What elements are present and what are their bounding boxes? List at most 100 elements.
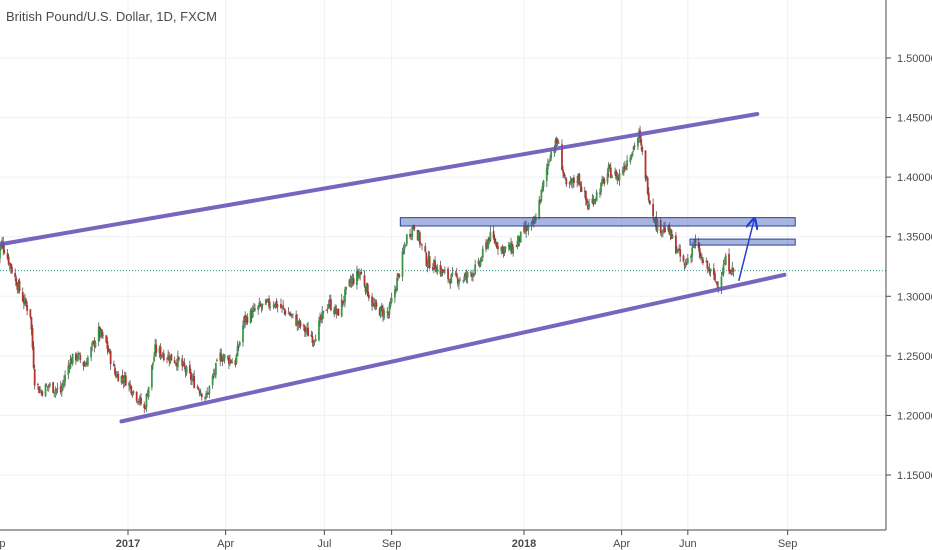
candle-body-up <box>62 383 64 387</box>
candle <box>550 150 553 161</box>
candle <box>669 228 672 241</box>
candle <box>401 247 404 281</box>
candle <box>67 360 70 380</box>
candle <box>185 364 188 376</box>
upper-channel-trendline[interactable] <box>0 111 760 247</box>
candle <box>63 375 65 389</box>
candle <box>518 236 521 247</box>
candle-body-down <box>714 273 716 281</box>
candle <box>587 200 589 211</box>
candle <box>626 155 628 171</box>
candle <box>602 176 605 184</box>
candle-body-down <box>412 225 415 229</box>
candle-body-up <box>236 345 239 357</box>
candle-body-down <box>259 303 262 306</box>
candle <box>533 215 536 224</box>
candle-body-down <box>653 218 656 223</box>
candle-body-up <box>629 157 632 163</box>
candle-body-down <box>16 286 19 290</box>
candle-body-down <box>495 243 498 248</box>
candle <box>161 352 164 358</box>
candle-body-down <box>46 385 49 387</box>
candle-body-up <box>261 303 264 306</box>
candle-body-up <box>55 389 58 390</box>
candle-body-down <box>254 308 256 311</box>
candle <box>41 390 44 398</box>
candle-body-down <box>497 246 499 250</box>
candle <box>290 313 293 319</box>
candle <box>489 226 492 242</box>
candle-body-up <box>235 354 238 364</box>
candle <box>336 308 339 316</box>
resistance-zone-lower[interactable] <box>689 238 796 246</box>
candle <box>280 298 282 309</box>
x-tick-label: Apr <box>613 538 630 550</box>
candle <box>503 246 506 257</box>
candle-body-up <box>158 347 161 354</box>
candle <box>731 261 734 276</box>
candle-body-up <box>463 276 466 281</box>
candle <box>306 323 308 335</box>
candle-body-up <box>610 175 613 179</box>
candle <box>214 362 217 379</box>
candle <box>706 260 709 274</box>
candle <box>481 245 484 262</box>
candle-body-up <box>97 327 100 342</box>
candle-body-down <box>655 217 658 231</box>
candle <box>608 163 611 170</box>
candle <box>98 325 101 341</box>
candle-body-up <box>167 354 170 360</box>
candle-body-down <box>425 252 428 266</box>
candle-body-down <box>492 231 495 239</box>
projection-arrow[interactable] <box>738 220 754 281</box>
candle <box>455 267 458 279</box>
candle-body-up <box>242 325 244 343</box>
candle <box>562 165 564 179</box>
candle-body-up <box>222 357 225 362</box>
candle-body-down <box>173 360 176 363</box>
candle-body-up <box>690 255 692 259</box>
candle <box>646 175 649 196</box>
candle-body-down <box>431 267 434 270</box>
candle-body-down <box>674 235 677 254</box>
candle-body-up <box>257 305 260 311</box>
candle-body-down <box>568 182 571 184</box>
candle-body-up <box>128 383 130 386</box>
candle-body-up <box>450 274 453 284</box>
candle-body-up <box>569 180 572 183</box>
candle <box>174 362 177 367</box>
annotations-layer[interactable] <box>0 111 796 424</box>
candle-body-up <box>298 320 301 324</box>
candle <box>730 269 733 276</box>
candle-body-down <box>644 150 647 179</box>
candle-body-down <box>297 321 300 325</box>
candle <box>397 272 400 281</box>
candle <box>168 352 171 367</box>
candle-body-up <box>328 300 331 304</box>
candle-body-down <box>730 273 733 275</box>
candle-body-down <box>320 315 323 320</box>
candle-body-down <box>701 257 703 259</box>
candle-body-up <box>214 362 217 375</box>
candle-body-down <box>79 354 82 361</box>
candle-body-up <box>530 221 533 227</box>
candle-body-up <box>607 165 610 172</box>
candle <box>97 322 100 347</box>
candle <box>352 273 355 286</box>
resistance-zone-upper[interactable] <box>399 217 796 227</box>
candle <box>679 244 682 263</box>
candle <box>282 299 285 310</box>
candle-body-up <box>720 276 723 289</box>
candle <box>449 278 452 289</box>
candle-body-up <box>501 247 504 249</box>
candle <box>196 384 199 389</box>
candle-body-down <box>398 274 401 278</box>
candle <box>378 307 381 316</box>
candle-body-down <box>439 264 442 275</box>
candle-body-down <box>341 300 344 304</box>
candle <box>258 297 261 309</box>
lower-channel-trendline[interactable] <box>119 272 787 424</box>
candle <box>622 162 625 176</box>
candle <box>53 391 56 398</box>
